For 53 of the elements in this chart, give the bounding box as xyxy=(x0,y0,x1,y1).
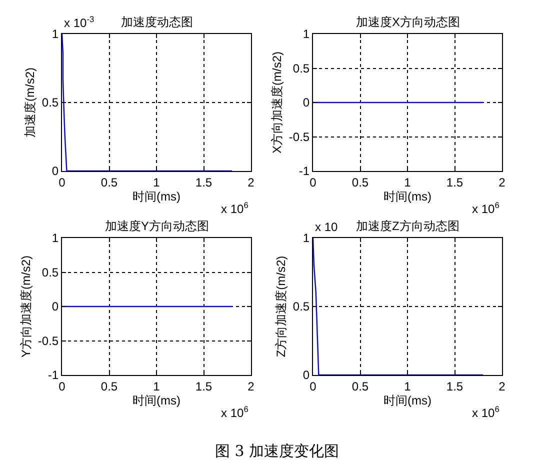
y-tick-label: 0.5 xyxy=(292,61,310,76)
y-tick-label: 0 xyxy=(302,96,310,110)
y-tick-label: 1 xyxy=(302,231,310,246)
y-tick-label: -0.5 xyxy=(38,334,59,348)
text: x 10$^{6}$ xyxy=(221,200,249,216)
y-axis-title: Y方向加速度(m/s2) xyxy=(19,255,34,358)
x-tick-label: 2 xyxy=(248,175,255,190)
line-series xyxy=(313,238,484,375)
x-tick-label: 2 xyxy=(498,379,506,394)
x-tick-label: 1 xyxy=(153,175,160,190)
y-tick-label: -1 xyxy=(48,368,59,382)
y-axis-title: X方向加速度(m/s2) xyxy=(270,51,284,154)
x-tick-label: 1.5 xyxy=(446,175,464,190)
y-tick-label: 0.5 xyxy=(42,96,59,110)
x-tick-label: 1.5 xyxy=(195,175,212,190)
y-tick-label: 0 xyxy=(302,368,310,382)
text: x 10 xyxy=(315,220,338,234)
text: x 10$^{6}$ xyxy=(472,404,500,420)
x-axis-title: 时间(ms) xyxy=(132,189,180,204)
y-tick-label: 1 xyxy=(302,27,310,42)
x-tick-label: 1 xyxy=(404,379,412,394)
caption: 图 3 加速度变化图 xyxy=(215,442,340,460)
y-axis-title: Z方向加速度(m/s2) xyxy=(274,256,288,358)
y-axis-title: 加速度(m/s2) xyxy=(23,68,38,138)
text: x 10$^{-3}$ xyxy=(64,14,94,30)
chart-title: 加速度X方向动态图 xyxy=(356,15,460,29)
y-tick-label: 0 xyxy=(52,164,59,178)
x-tick-label: 1 xyxy=(153,379,160,394)
x-tick-label: 0.5 xyxy=(352,379,369,394)
x-axis-title: 时间(ms) xyxy=(384,393,432,408)
x-tick-label: 1.5 xyxy=(446,379,464,394)
y-tick-label: -1 xyxy=(298,164,310,178)
x-tick-label: 2 xyxy=(248,379,255,394)
y-tick-label: -0.5 xyxy=(288,130,310,144)
y-tick-label: 0.5 xyxy=(42,265,59,280)
x-tick-label: 0.5 xyxy=(352,175,369,190)
chart-title: 加速度Z方向动态图 xyxy=(356,219,460,233)
y-tick-label: 0 xyxy=(52,300,59,314)
chart-title: 加速度Y方向动态图 xyxy=(105,219,210,233)
y-tick-label: 1 xyxy=(52,27,59,42)
x-tick-label: 1 xyxy=(404,175,412,190)
x-axis-title: 时间(ms) xyxy=(384,189,432,204)
x-axis-title: 时间(ms) xyxy=(132,393,180,408)
line-series xyxy=(62,34,233,171)
y-tick-label: 0.5 xyxy=(292,300,310,314)
y-tick-label: 1 xyxy=(52,231,59,246)
chart-title: 加速度动态图 xyxy=(121,15,193,29)
text: x 10$^{6}$ xyxy=(221,404,249,420)
x-tick-label: 0.5 xyxy=(100,379,118,394)
text: x 10$^{6}$ xyxy=(472,200,500,216)
x-tick-label: 0.5 xyxy=(100,175,118,190)
x-tick-label: 1.5 xyxy=(195,379,212,394)
x-tick-label: 2 xyxy=(498,175,506,190)
